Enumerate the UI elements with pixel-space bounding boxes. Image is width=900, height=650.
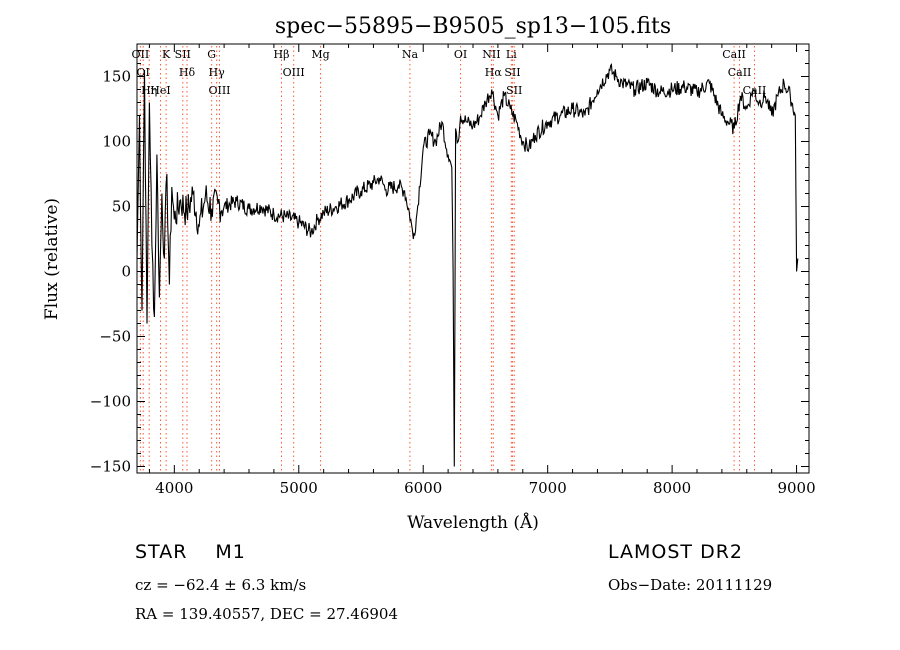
line-marker-label: OIII	[208, 84, 230, 97]
line-marker-label: NII	[482, 48, 500, 61]
plot-frame	[136, 43, 810, 474]
line-marker-label: K	[162, 48, 171, 61]
x-tick-label: 6000	[404, 479, 442, 497]
line-marker-label: Na	[402, 48, 419, 61]
x-axis-label: Wavelength (Å)	[407, 512, 539, 533]
series-layer	[136, 62, 799, 467]
y-tick-label: 50	[112, 198, 131, 216]
line-marker-label: HeI	[150, 84, 170, 97]
object-subclass: M1	[215, 541, 246, 563]
line-marker-label: SII	[175, 48, 191, 61]
line-marker-label: Hδ	[179, 66, 196, 79]
y-tick-label: 150	[102, 68, 131, 86]
y-tick-label: −100	[90, 393, 131, 411]
y-tick-label: 100	[102, 133, 131, 151]
x-tick-label: 7000	[529, 479, 567, 497]
line-marker-label: CaII	[728, 66, 752, 79]
x-tick-label: 4000	[155, 479, 193, 497]
line-marker-label: G	[207, 48, 216, 61]
line-marker-label: SII	[504, 66, 520, 79]
line-marker-label: OI	[137, 66, 150, 79]
line-marker-label: Li	[506, 48, 517, 61]
survey-name: LAMOST DR2	[608, 541, 743, 563]
tick-layer: 4000 5000 6000 7000 8000 9000 −150 −100 −50 0 50 10…	[90, 44, 816, 497]
line-marker-label: Hβ	[274, 48, 290, 61]
line-marker-label: SII	[506, 84, 522, 97]
x-tick-label: 5000	[280, 479, 318, 497]
ra-dec-coordinates: RA = 139.40557, DEC = 27.46904	[135, 605, 399, 623]
redshift-velocity: cz = −62.4 ± 6.3 km/s	[135, 576, 307, 594]
x-tick-label: 8000	[653, 479, 691, 497]
object-classification: STAR M1	[135, 541, 246, 563]
line-marker-label: Hη	[141, 84, 157, 97]
y-tick-label: 0	[121, 263, 131, 281]
y-tick-label: −50	[99, 328, 131, 346]
line-marker-label: OIII	[283, 66, 305, 79]
line-marker-label: Hα	[485, 66, 503, 79]
x-tick-label: 9000	[777, 479, 815, 497]
spectrum-line	[136, 62, 799, 467]
line-marker-label: OII	[132, 48, 150, 61]
observation-date: Obs−Date: 20111129	[608, 576, 773, 594]
line-marker-label: OI	[454, 48, 467, 61]
object-class: STAR	[135, 541, 188, 563]
line-marker-label: Hγ	[209, 66, 226, 79]
line-marker-label: CaII	[743, 84, 767, 97]
y-axis-label: Flux (relative)	[42, 198, 62, 320]
chart-title: spec−55895−B9505_sp13−105.fits	[275, 14, 671, 39]
line-marker-label: Mg	[311, 48, 329, 61]
line-marker-label: CaII	[722, 48, 746, 61]
line-marker-layer	[139, 46, 755, 471]
y-tick-label: −150	[90, 458, 131, 476]
